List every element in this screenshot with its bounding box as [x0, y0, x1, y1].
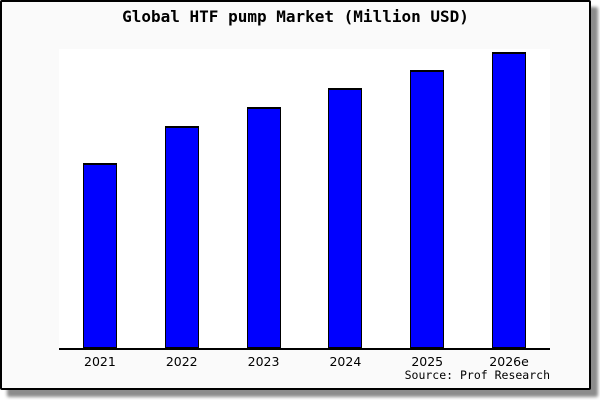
source-credit: Source: Prof Research	[404, 368, 550, 382]
bar-2021	[82, 163, 117, 348]
bar-2022	[164, 126, 199, 348]
x-axis-line	[59, 348, 550, 350]
x-tick-label-2025: 2025	[411, 354, 444, 369]
bar-slot-2025	[386, 49, 468, 348]
chart-title: Global HTF pump Market (Million USD)	[122, 7, 469, 26]
plot-area	[59, 49, 550, 350]
bar-2025	[410, 70, 445, 348]
bar-slot-2023	[223, 49, 305, 348]
bar-slot-2022	[141, 49, 223, 348]
chart-card: Global HTF pump Market (Million USD) 202…	[0, 0, 591, 390]
x-tick-label-2023: 2023	[247, 354, 280, 369]
bar-slot-2024	[304, 49, 386, 348]
x-tick-label-2026e: 2026e	[489, 354, 529, 369]
x-axis-labels: 2021 2022 2023 2024 2025 2026e	[59, 354, 550, 369]
x-tick-label-2021: 2021	[84, 354, 116, 369]
bars-container	[59, 49, 550, 348]
bar-slot-2026e	[468, 49, 550, 348]
bar-2024	[328, 88, 363, 348]
bar-2023	[246, 107, 281, 348]
x-tick-label-2024: 2024	[329, 354, 362, 369]
x-tick-label-2022: 2022	[165, 354, 198, 369]
bar-slot-2021	[59, 49, 141, 348]
bar-2026e	[492, 52, 527, 348]
